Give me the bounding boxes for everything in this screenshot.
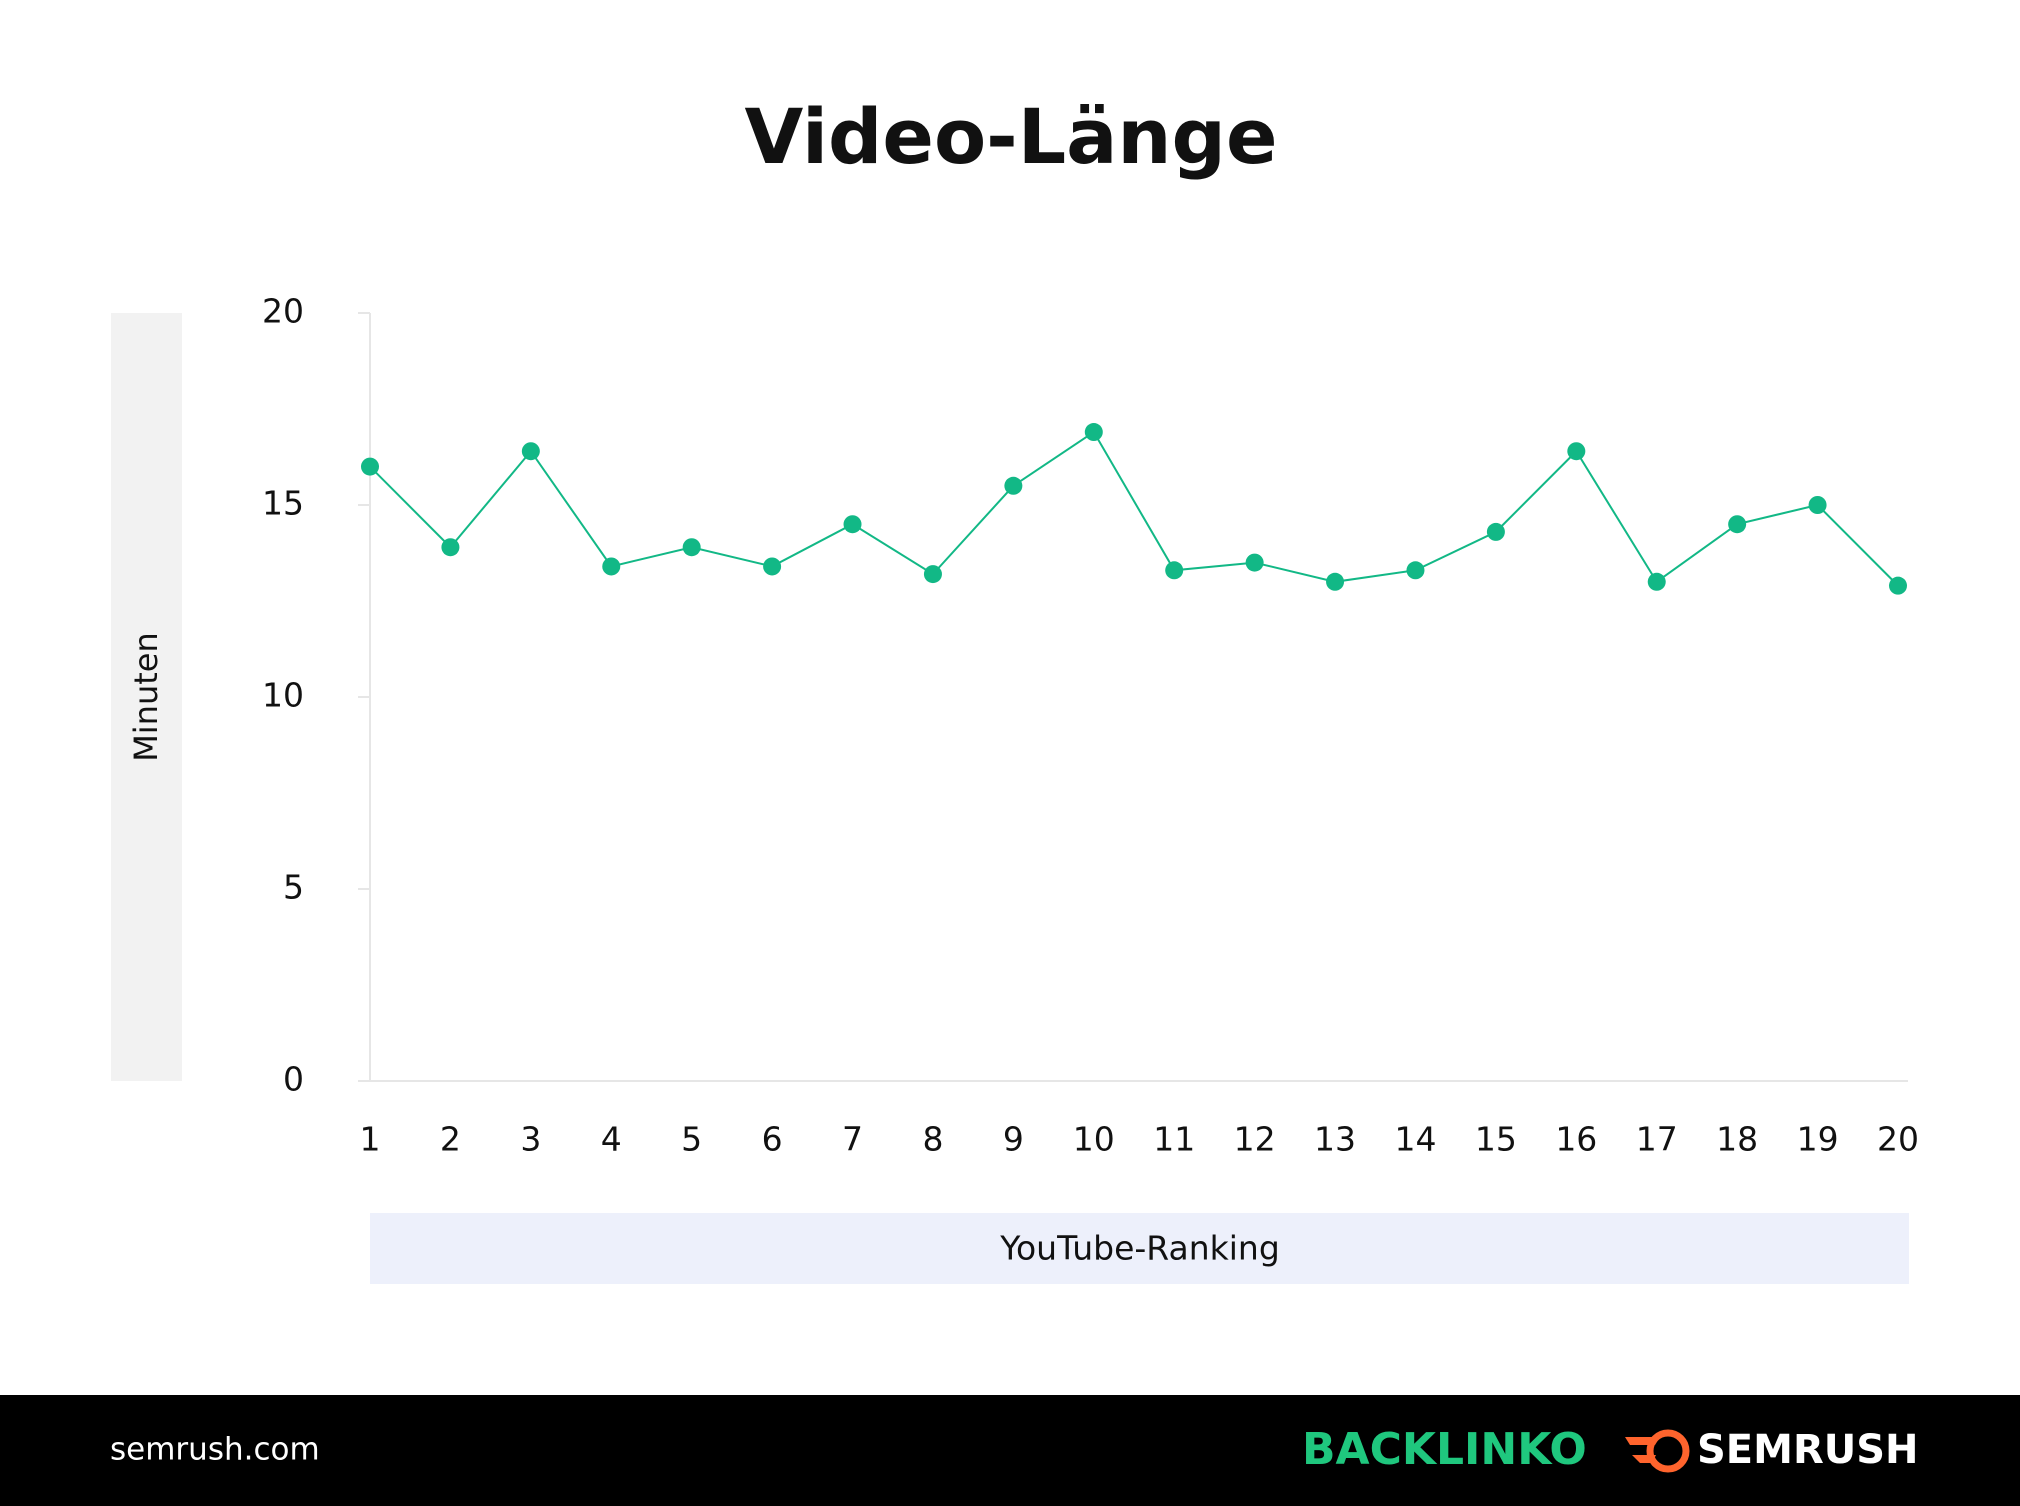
y-tick-label: 0 <box>283 1060 304 1099</box>
data-point <box>1486 522 1505 541</box>
data-point <box>1808 496 1827 514</box>
x-tick-label: 10 <box>1073 1120 1115 1159</box>
x-tick-label: 8 <box>922 1120 943 1159</box>
x-tick-label: 13 <box>1314 1120 1356 1159</box>
y-tick-label: 10 <box>262 676 304 715</box>
y-label-box <box>111 313 182 1081</box>
data-point <box>441 538 460 557</box>
data-point <box>1084 423 1103 442</box>
backlinko-logo: BACKLINKO <box>1302 1424 1587 1475</box>
x-tick-label: 9 <box>1003 1120 1024 1159</box>
x-tick-label: 7 <box>842 1120 863 1159</box>
data-point <box>1326 572 1345 591</box>
data-point <box>1165 561 1184 580</box>
x-label-box <box>370 1213 1909 1284</box>
data-point <box>682 538 701 557</box>
x-tick-label: 18 <box>1716 1120 1758 1159</box>
y-tick-label: 20 <box>262 292 304 331</box>
x-tick-label: 3 <box>520 1120 541 1159</box>
data-point <box>1728 515 1747 534</box>
x-tick-label: 14 <box>1394 1120 1436 1159</box>
data-point <box>1245 553 1264 572</box>
data-point <box>1567 442 1586 461</box>
x-tick-label: 20 <box>1877 1120 1919 1159</box>
x-tick-label: 6 <box>762 1120 783 1159</box>
x-tick-label: 1 <box>360 1120 381 1159</box>
data-point <box>361 457 379 476</box>
x-tick-label: 16 <box>1555 1120 1597 1159</box>
data-point <box>763 557 782 576</box>
data-point <box>521 442 540 461</box>
x-axis-label: YouTube-Ranking <box>999 1229 1280 1268</box>
y-axis-label: Minuten <box>127 632 165 762</box>
data-point <box>602 557 621 576</box>
x-tick-label: 17 <box>1636 1120 1678 1159</box>
data-point <box>843 515 862 534</box>
data-point <box>1647 572 1666 591</box>
x-tick-label: 2 <box>440 1120 461 1159</box>
data-point <box>1004 476 1023 495</box>
semrush-icon <box>1625 1429 1690 1473</box>
footer-source: semrush.com <box>110 1432 320 1468</box>
data-point <box>1406 561 1425 580</box>
data-point <box>1889 576 1907 595</box>
data-line <box>369 430 1899 587</box>
x-tick-label: 4 <box>601 1120 622 1159</box>
x-tick-label: 5 <box>681 1120 702 1159</box>
y-tick-label: 5 <box>283 868 304 907</box>
x-tick-label: 11 <box>1153 1120 1195 1159</box>
chart-title: Video-Länge <box>744 92 1277 181</box>
x-tick-label: 12 <box>1234 1120 1276 1159</box>
x-tick-label: 19 <box>1797 1120 1839 1159</box>
y-tick-label: 15 <box>262 484 304 523</box>
semrush-logo: SEMRUSH <box>1697 1427 1919 1473</box>
data-point <box>923 565 942 584</box>
x-tick-label: 15 <box>1475 1120 1517 1159</box>
